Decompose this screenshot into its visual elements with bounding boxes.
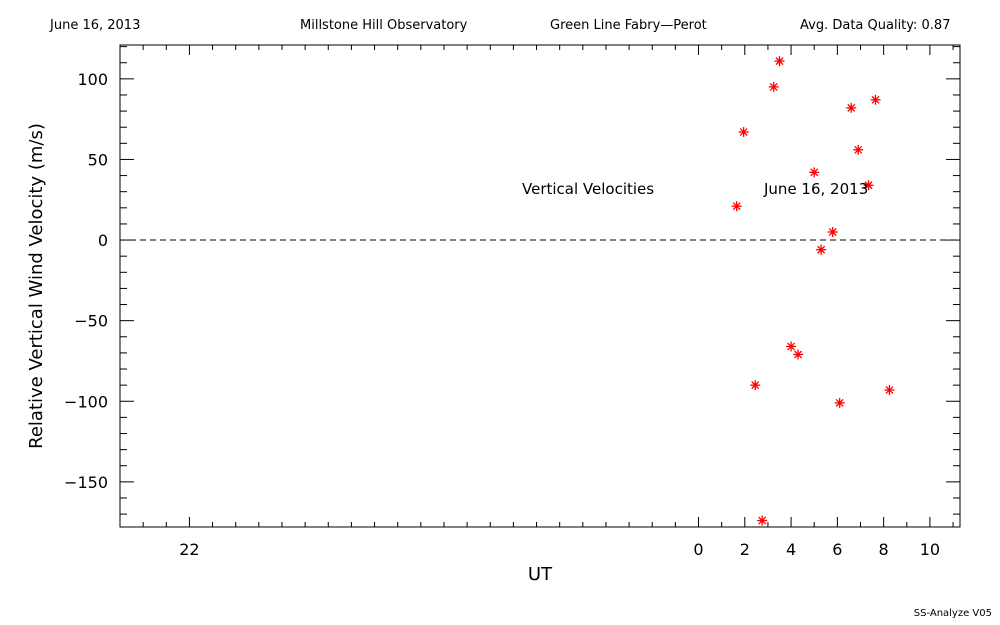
x-tick-label: 8 — [879, 540, 889, 559]
y-tick-label: 100 — [77, 70, 108, 89]
annotation-vertical-velocities: Vertical Velocities — [522, 180, 654, 198]
data-point — [809, 167, 820, 178]
x-tick-label: 22 — [179, 540, 199, 559]
data-point — [774, 56, 785, 67]
header-date: June 16, 2013 — [50, 18, 141, 33]
data-point — [757, 515, 768, 526]
plot-frame — [119, 44, 961, 528]
x-tick-label: 2 — [740, 540, 750, 559]
data-point — [870, 94, 881, 105]
y-tick-label: 50 — [88, 150, 108, 169]
data-point — [816, 244, 827, 255]
x-axis-label: UT — [528, 564, 553, 585]
data-points — [731, 56, 895, 526]
annotation-date: June 16, 2013 — [763, 180, 868, 198]
data-point — [884, 384, 895, 395]
footer-version: SS-Analyze V05 — [913, 608, 992, 619]
data-point — [863, 180, 874, 191]
y-axis-label: Relative Vertical Wind Velocity (m/s) — [26, 123, 47, 449]
y-tick-label: −100 — [64, 392, 108, 411]
data-point — [786, 341, 797, 352]
data-point — [768, 81, 779, 92]
y-tick-label: −150 — [64, 473, 108, 492]
y-tick-label: −50 — [74, 312, 108, 331]
x-tick-label: 10 — [920, 540, 940, 559]
data-point — [846, 102, 857, 113]
data-point — [853, 144, 864, 155]
data-point — [738, 127, 749, 138]
data-point — [793, 349, 804, 360]
header-observatory: Millstone Hill Observatory — [300, 18, 468, 33]
data-point — [827, 226, 838, 237]
data-point — [731, 201, 742, 212]
data-point — [834, 397, 845, 408]
y-tick-label: 0 — [98, 231, 108, 250]
header-instrument: Green Line Fabry—Perot — [550, 18, 707, 33]
data-point — [750, 380, 761, 391]
axis-ticks: 22 0 2 4 6 8 10 −150 −100 −50 0 50 100 — [64, 45, 960, 559]
x-tick-label: 4 — [786, 540, 796, 559]
header-quality: Avg. Data Quality: 0.87 — [800, 18, 951, 33]
x-tick-label: 0 — [693, 540, 703, 559]
x-tick-label: 6 — [832, 540, 842, 559]
